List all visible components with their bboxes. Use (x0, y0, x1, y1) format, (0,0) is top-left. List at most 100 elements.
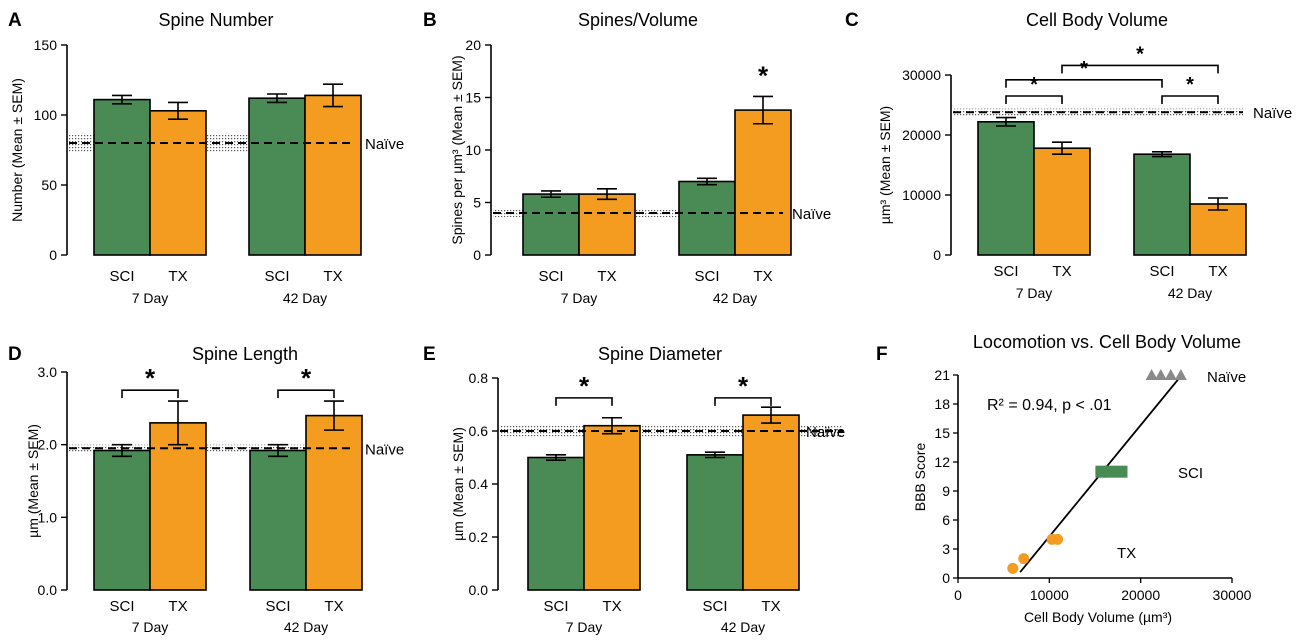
panel-a-y-label: Number (Mean ± SEM) (9, 78, 25, 222)
panel-f-point-tx (1007, 562, 1019, 574)
panel-d-ytick-label: 2.0 (38, 437, 58, 453)
panel-e-ytick-label: 0.2 (469, 529, 489, 545)
panel-b-category-label: TX (597, 268, 616, 285)
panel-a-group-label: 7 Day (132, 290, 169, 306)
panel-e-sig-bracket (555, 397, 613, 406)
panel-e-sig-bracket (714, 397, 772, 406)
panel-c-ytick-label: 20000 (902, 127, 941, 143)
panel-f-point-tx (1018, 553, 1030, 565)
panel-b-title: Spines/Volume (578, 10, 698, 30)
panel-e-ytick-label: 0.0 (469, 582, 489, 598)
panel-f-title: Locomotion vs. Cell Body Volume (973, 332, 1241, 352)
panel-d-y-label: µm (Mean ± SEM) (25, 424, 41, 538)
panel-f-label-tx: TX (1117, 545, 1136, 562)
panel-b-bar-tx-1 (734, 109, 792, 256)
panel-d-category-label: SCI (109, 598, 134, 615)
panel-c-title: Cell Body Volume (1026, 10, 1168, 30)
panel-a-bar-sci-1 (248, 97, 306, 256)
panel-d-naive-label: Naïve (365, 441, 404, 458)
panel-e-category-label: SCI (702, 598, 727, 615)
panel-e-sig-star: * (738, 371, 749, 401)
panel-f-point-naive (1145, 369, 1158, 380)
panel-c-ytick-label: 30000 (902, 67, 941, 83)
panel-f-point-sci (1103, 465, 1116, 478)
panel-f-point-naive (1174, 369, 1187, 380)
panel-b-bar-sci-0 (522, 193, 580, 256)
panel-a-category-label: TX (168, 268, 187, 285)
panel-d-sig-star: * (301, 363, 312, 393)
panel-e-naive-label: Naïve (806, 424, 845, 441)
panel-e-ytick-label: 0.8 (469, 370, 489, 386)
panel-b-naive-label: Naïve (792, 206, 831, 223)
panel-c-sig-star: * (1186, 74, 1194, 96)
panel-b-group-label: 7 Day (561, 290, 598, 306)
panel-f-ytick-label: 3 (942, 541, 950, 557)
panel-b-sig-star: * (758, 60, 769, 90)
panel-b-y-label: Spines per µm³ (Mean ± SEM) (449, 55, 465, 244)
panel-a-category-label: SCI (109, 268, 134, 285)
panel-e-letter: E (423, 344, 436, 365)
panel-e-group-label: 42 Day (721, 619, 765, 635)
panel-b-ytick-label: 10 (465, 142, 481, 158)
panel-c-group-label: 7 Day (1016, 285, 1053, 301)
panel-c-category-label: SCI (993, 263, 1018, 280)
panel-e-bar-tx-1 (742, 414, 800, 591)
panel-f-point-naive (1154, 369, 1167, 380)
panel-e-ytick-label: 0.4 (469, 476, 489, 492)
panel-d-category-label: TX (324, 598, 343, 615)
panel-f-point-naive (1164, 369, 1177, 380)
panel-f-x-label: Cell Body Volume (µm³) (1024, 609, 1172, 625)
panel-c-sig-bracket (1161, 95, 1219, 104)
panel-a-group-label: 42 Day (283, 290, 327, 306)
panel-c-bar-tx-0 (1033, 147, 1091, 256)
panel-e-bar-sci-0 (527, 456, 585, 591)
panel-c-bar-sci-0 (977, 121, 1035, 256)
panel-b-ytick-label: 20 (465, 37, 481, 53)
panel-a-title: Spine Number (158, 10, 273, 30)
panel-f-ytick-label: 15 (934, 425, 950, 441)
panel-c-sig-bracket (1061, 64, 1219, 74)
panel-d-sig-star: * (145, 363, 156, 393)
panel-f-xtick-label: 0 (954, 587, 962, 603)
panel-d-ytick-label: 1.0 (38, 509, 58, 525)
panel-c-category-label: SCI (1149, 263, 1174, 280)
panel-f-ytick-label: 6 (942, 512, 950, 528)
panel-d-bar-tx-1 (305, 414, 363, 591)
panel-a-category-label: TX (323, 268, 342, 285)
panel-c-bar-sci-1 (1133, 153, 1191, 256)
panel-d-group-label: 7 Day (132, 619, 169, 635)
panel-a-ytick-label: 100 (34, 107, 58, 123)
panel-f-ytick-label: 21 (934, 367, 950, 383)
panel-b-group-label: 42 Day (713, 290, 757, 306)
panel-a-letter: A (8, 10, 22, 31)
panel-d-sig-bracket (121, 389, 179, 399)
panel-b-ytick-label: 5 (473, 195, 481, 211)
panel-a-category-label: SCI (264, 268, 289, 285)
panel-f-point-tx (1052, 533, 1064, 545)
panel-b-letter: B (423, 10, 437, 31)
panel-b-bar-tx-0 (578, 193, 636, 256)
panel-d-ytick-label: 3.0 (38, 364, 58, 380)
panel-b-category-label: TX (753, 268, 772, 285)
panel-a-ytick-label: 150 (34, 37, 58, 53)
panel-e-category-label: TX (761, 598, 780, 615)
panel-a-ytick-label: 50 (41, 177, 57, 193)
panel-d-sig-bracket (277, 389, 335, 399)
panel-d-category-label: TX (168, 598, 187, 615)
panel-d-category-label: SCI (265, 598, 290, 615)
panel-c-naive-label: Naïve (1253, 105, 1292, 122)
panel-a-bar-tx-0 (149, 110, 207, 256)
panel-e-y-label: µm (Mean ± SEM) (450, 427, 466, 541)
panel-f-xtick-label: 10000 (1030, 587, 1069, 603)
panel-c-letter: C (845, 10, 859, 31)
panel-c-sig-bracket (1005, 79, 1163, 88)
panel-c-ytick-label: 0 (933, 247, 941, 263)
panel-a-bar-tx-1 (304, 94, 362, 256)
panel-e-ytick-label: 0.6 (469, 423, 489, 439)
panel-d-group-label: 42 Day (284, 619, 328, 635)
panel-f-annotation: R² = 0.94, p < .01 (987, 397, 1112, 414)
panel-b-ytick-label: 15 (465, 90, 481, 106)
panel-b-bar-sci-1 (678, 180, 736, 256)
panel-f-ytick-label: 12 (934, 454, 950, 470)
